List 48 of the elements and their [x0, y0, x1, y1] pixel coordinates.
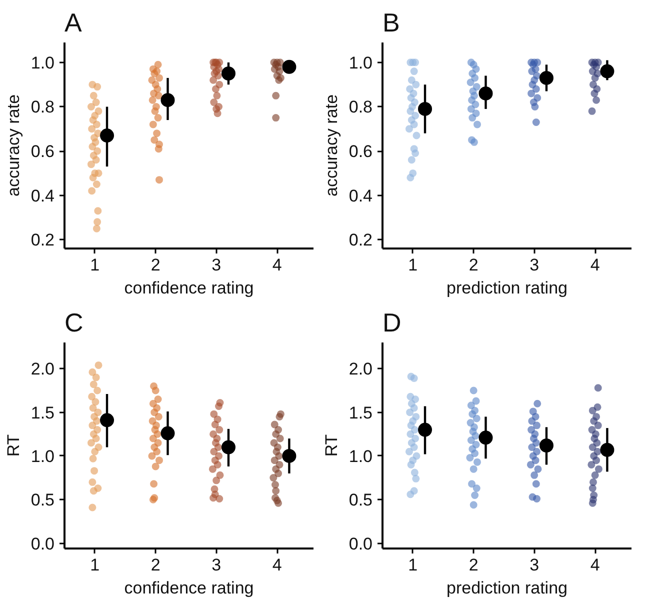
y-tick-label: 0.5 [348, 490, 373, 510]
x-tick-label: 3 [530, 556, 540, 574]
x-tick-label: 1 [408, 256, 418, 274]
y-tick-label: 0.0 [30, 534, 55, 554]
chart-title: A [64, 8, 82, 38]
y-tick-label: 1.0 [348, 446, 373, 466]
y-tick-label: 0.4 [30, 186, 55, 206]
y-axis-title: RT [4, 434, 23, 457]
x-tick-label: 1 [408, 556, 418, 574]
y-tick-label: 1.0 [348, 53, 373, 72]
x-tick-label: 4 [272, 256, 282, 274]
x-axis-title: confidence rating [124, 278, 254, 298]
chart-title: B [382, 8, 400, 38]
y-tick-label: 0.5 [30, 490, 55, 510]
x-tick-label: 1 [90, 556, 100, 574]
x-tick-label: 3 [212, 556, 222, 574]
x-tick-label: 3 [530, 256, 540, 274]
y-tick-label: 2.0 [348, 360, 373, 379]
chart-title: D [382, 308, 402, 338]
x-tick-label: 2 [150, 556, 160, 574]
y-tick-label: 0.4 [348, 186, 373, 206]
y-tick-label: 2.0 [30, 360, 55, 379]
y-tick-label: 0.2 [348, 230, 373, 250]
y-tick-label: 0.0 [348, 534, 373, 554]
y-tick-label: 0.8 [348, 98, 373, 117]
y-tick-label: 1.0 [30, 446, 55, 466]
y-tick-label: 0.6 [348, 142, 373, 162]
x-tick-label: 2 [150, 256, 160, 274]
y-tick-label: 0.8 [30, 98, 55, 117]
y-tick-label: 1.5 [348, 403, 373, 422]
y-axis-title: RT [322, 434, 341, 457]
y-tick-label: 0.6 [30, 142, 55, 162]
x-tick-label: 2 [468, 556, 478, 574]
x-tick-label: 4 [272, 556, 282, 574]
chart-title: C [64, 308, 84, 338]
y-axis-title: accuracy rate [4, 94, 23, 197]
x-tick-label: 1 [90, 256, 100, 274]
x-axis-title: confidence rating [124, 578, 254, 598]
x-tick-label: 4 [590, 256, 600, 274]
y-axis-title: accuracy rate [322, 94, 341, 197]
x-tick-label: 3 [212, 256, 222, 274]
x-tick-label: 2 [468, 256, 478, 274]
x-axis-title: prediction rating [446, 278, 568, 298]
y-tick-label: 0.2 [30, 230, 55, 250]
x-tick-label: 4 [590, 556, 600, 574]
x-axis-title: prediction rating [446, 578, 568, 598]
y-tick-label: 1.5 [30, 403, 55, 422]
y-tick-label: 1.0 [30, 53, 55, 72]
